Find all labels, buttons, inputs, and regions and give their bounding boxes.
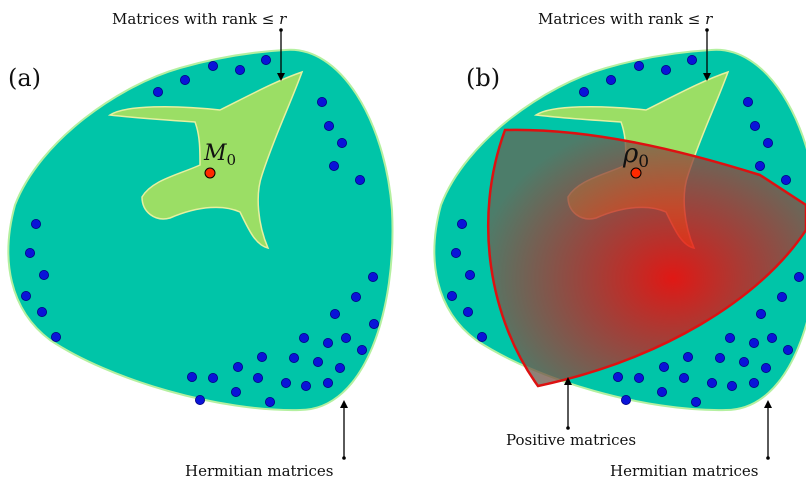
matrix-point [749,337,760,348]
rank-label: Matrices with rank ≤ r [538,10,713,28]
m0-marker [204,167,216,179]
matrix-point [312,356,323,367]
matrix-point [179,75,190,86]
matrix-point [20,290,31,301]
matrix-point [350,291,361,302]
matrix-point [749,377,760,388]
matrix-point [207,372,218,383]
matrix-point [634,61,645,72]
m0-label: M0 [203,141,236,169]
matrix-point [715,352,726,363]
matrix-point [316,97,327,108]
matrix-point [186,371,197,382]
matrix-point [256,351,267,362]
positive-region [486,128,806,388]
matrix-point [683,351,694,362]
matrix-point [323,121,334,132]
panel-a: M0 (a) Matrices with rank ≤ r Hermitian … [7,10,394,480]
matrix-point [152,87,163,98]
matrix-point [340,332,351,343]
matrix-point [777,291,788,302]
points-group [20,55,379,407]
hermitian-arrow-tail [342,456,346,460]
hermitian-arrow-tail [766,456,770,460]
matrix-point [750,121,761,132]
matrix-point [329,308,340,319]
rank-arrow-tail [279,28,283,32]
matrix-point [725,332,736,343]
matrix-point [579,87,590,98]
matrix-point [783,344,794,355]
matrix-point [298,332,309,343]
hermitian-label: Hermitian matrices [185,462,333,480]
matrix-point [354,174,365,185]
matrix-point [661,65,672,76]
matrix-point [707,377,718,388]
hermitian-label: Hermitian matrices [610,462,758,480]
rho0-label: ρ0 [622,139,649,172]
matrix-point [367,271,378,282]
rank-label: Matrices with rank ≤ r [112,10,287,28]
hermitian-region [7,48,394,412]
panel-b-label: (b) [466,64,500,92]
matrix-point [606,75,617,86]
matrix-point [194,394,205,405]
matrix-point [39,269,50,280]
matrix-point [634,372,645,383]
matrix-point [761,362,772,373]
positive-arrow-tail [566,426,570,430]
rho0-marker [630,167,642,179]
matrix-point [252,372,263,383]
matrix-point [781,174,792,185]
matrix-point [756,308,767,319]
matrix-point [368,318,379,329]
matrix-point [232,361,243,372]
matrix-point [743,97,754,108]
matrix-point [207,61,218,72]
matrix-point [30,218,41,229]
matrix-point [446,290,457,301]
panel-b: ρ0 (b) Matrices with rank ≤ r Positive m… [433,10,806,480]
matrix-point [613,371,624,382]
matrix-point [260,55,271,66]
matrix-point [462,306,473,317]
matrix-point [464,269,475,280]
matrix-point [621,394,632,405]
matrix-point [476,331,487,342]
rank-r-region [107,70,304,250]
matrix-point [356,344,367,355]
matrix-point [288,352,299,363]
matrix-point [37,306,48,317]
matrix-point [230,386,241,397]
matrix-point [234,65,245,76]
matrix-point [659,361,670,372]
matrix-point [739,356,750,367]
points-group [446,55,805,407]
matrix-point [767,332,778,343]
matrix-point [679,372,690,383]
matrix-point [691,396,702,407]
matrix-point [280,377,291,388]
matrix-point [51,331,62,342]
matrix-point [334,362,345,373]
positive-label: Positive matrices [506,431,636,449]
matrix-point [657,386,668,397]
matrix-point [450,247,461,258]
matrix-point [264,396,275,407]
matrix-point [322,337,333,348]
matrix-point [794,271,805,282]
matrix-point [322,377,333,388]
matrix-point [336,137,347,148]
panel-a-label: (a) [8,64,41,92]
matrix-point [456,218,467,229]
matrix-point [763,137,774,148]
matrix-point [727,380,738,391]
matrix-point [300,380,311,391]
rank-arrow-tail [705,28,709,32]
matrix-point [328,160,339,171]
matrix-point [24,247,35,258]
matrix-point [755,160,766,171]
matrix-point [687,55,698,66]
